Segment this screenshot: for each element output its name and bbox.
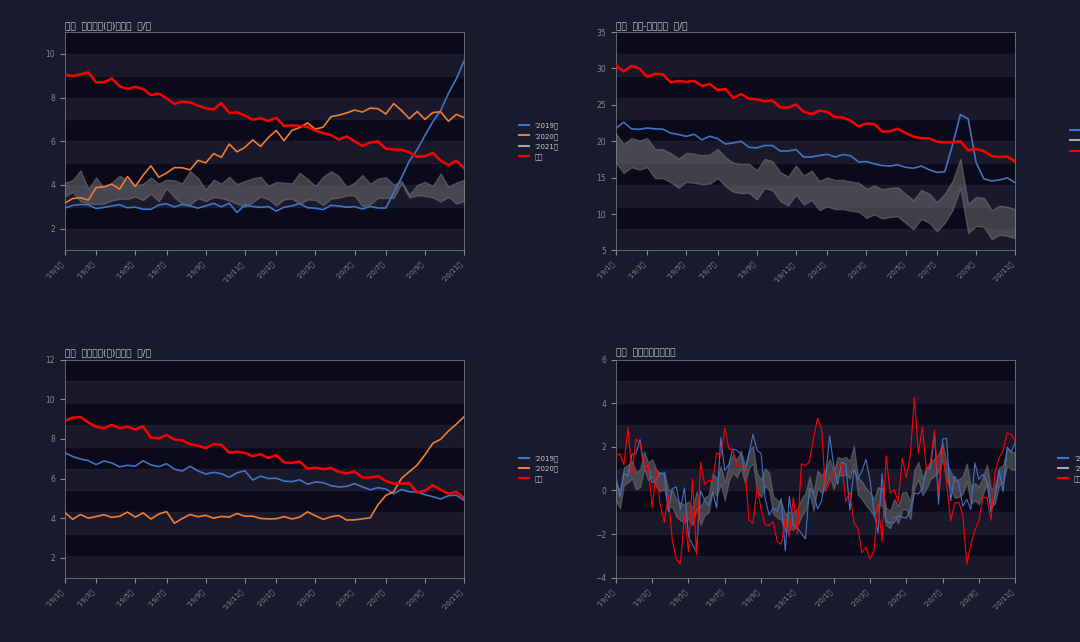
Text: 天津  红枚大枣(干)现貧价  元/吨: 天津 红枚大枣(干)现貧价 元/吨	[65, 349, 151, 358]
Legend: ’2019年, ’2020年, ’2021年, 最新: ’2019年, ’2020年, ’2021年, 最新	[517, 121, 561, 161]
Legend: ’2019年, ’2020年, 最新: ’2019年, ’2020年, 最新	[1068, 126, 1080, 156]
Bar	[616, 512, 1015, 534]
Text: 鄙州  红枚大枣(干)现貧价  元/吨: 鄙州 红枚大枣(干)现貧价 元/吨	[65, 21, 151, 30]
Bar	[616, 469, 1015, 490]
Bar	[65, 141, 464, 163]
Bar	[65, 185, 464, 207]
Legend: ’2019年, ’2020年, 最新: ’2019年, ’2020年, 最新	[1056, 454, 1080, 483]
Text: 消费  红枚大枣情绪指数: 消费 红枚大枣情绪指数	[616, 349, 675, 358]
Bar	[616, 54, 1015, 76]
Bar	[65, 469, 464, 490]
Bar	[65, 556, 464, 578]
Bar	[616, 381, 1015, 403]
Legend: ’2019年, ’2020年, 最新: ’2019年, ’2020年, 最新	[517, 454, 561, 483]
Bar	[65, 381, 464, 403]
Bar	[616, 98, 1015, 119]
Bar	[65, 512, 464, 534]
Bar	[616, 425, 1015, 447]
Bar	[65, 98, 464, 119]
Bar	[616, 229, 1015, 250]
Bar	[65, 229, 464, 250]
Bar	[616, 141, 1015, 163]
Bar	[65, 54, 464, 76]
Bar	[616, 556, 1015, 578]
Bar	[65, 425, 464, 447]
Text: 特级  新疆-若罼大枣  元/吨: 特级 新疆-若罼大枣 元/吨	[616, 21, 687, 30]
Bar	[616, 185, 1015, 207]
